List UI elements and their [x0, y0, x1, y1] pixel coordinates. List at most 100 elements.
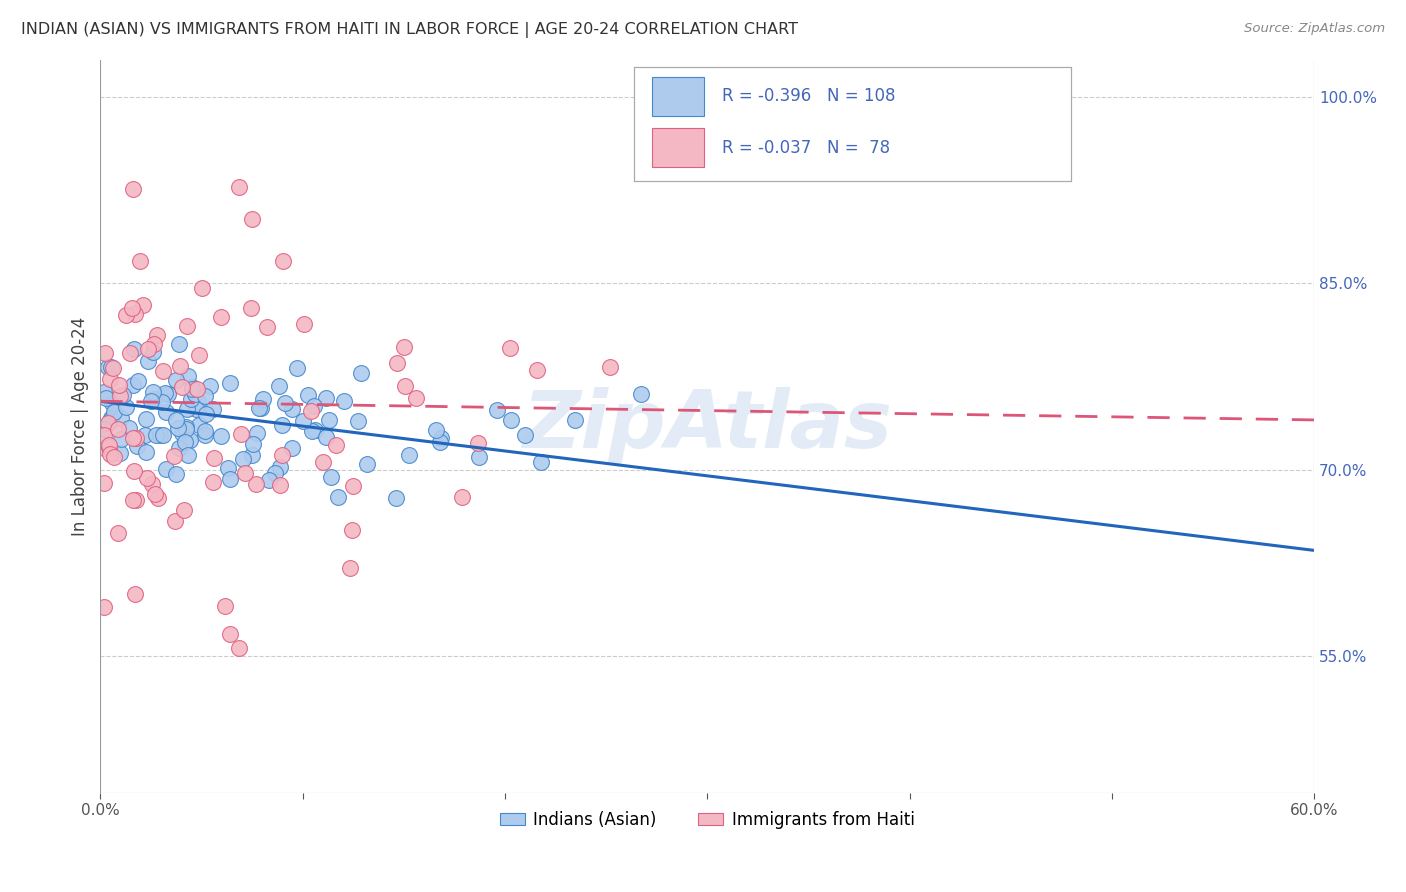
Point — [124, 307, 146, 321]
Point — [252, 392, 274, 406]
Point — [271, 254, 294, 268]
Point — [169, 359, 191, 373]
Point — [425, 423, 447, 437]
Point — [121, 301, 143, 315]
Point — [311, 455, 333, 469]
Point — [429, 431, 451, 445]
Point — [250, 401, 273, 416]
Point — [125, 432, 148, 446]
Point — [101, 361, 124, 376]
Point — [350, 366, 373, 380]
Point — [115, 401, 138, 415]
Point — [194, 389, 217, 403]
Point — [291, 414, 314, 428]
Point — [269, 478, 291, 492]
Point — [179, 433, 201, 447]
Point — [228, 179, 250, 194]
Point — [111, 388, 134, 402]
Point — [177, 368, 200, 383]
Point — [139, 394, 162, 409]
Point — [339, 560, 361, 574]
Point — [173, 435, 195, 450]
Point — [93, 441, 115, 455]
Point — [170, 426, 193, 441]
Point — [127, 374, 149, 388]
Point — [93, 422, 115, 436]
Point — [385, 356, 408, 370]
Point — [280, 401, 302, 416]
Point — [172, 380, 194, 394]
Point — [242, 437, 264, 451]
Point — [100, 396, 122, 410]
Point — [180, 382, 202, 396]
Point — [194, 424, 217, 438]
Point — [429, 435, 451, 450]
Point — [165, 467, 187, 482]
Point — [167, 441, 190, 455]
Point — [97, 440, 120, 454]
Point — [110, 389, 132, 403]
Point — [107, 526, 129, 541]
Legend: Indians (Asian), Immigrants from Haiti: Indians (Asian), Immigrants from Haiti — [494, 805, 921, 836]
Point — [233, 466, 256, 480]
Point — [271, 418, 294, 433]
Point — [501, 413, 523, 427]
Y-axis label: In Labor Force | Age 20-24: In Labor Force | Age 20-24 — [72, 317, 89, 536]
Point — [110, 445, 132, 459]
Point — [245, 476, 267, 491]
Point — [187, 417, 209, 432]
Point — [188, 348, 211, 362]
Point — [219, 376, 242, 390]
Point — [155, 462, 177, 476]
Point — [219, 473, 242, 487]
Point — [301, 425, 323, 439]
Point — [240, 448, 263, 462]
Point — [107, 422, 129, 436]
Point — [163, 450, 186, 464]
Point — [98, 447, 121, 461]
Point — [142, 344, 165, 359]
Point — [450, 490, 472, 504]
Point — [132, 297, 155, 311]
Point — [485, 403, 508, 417]
Point — [135, 411, 157, 425]
Point — [103, 450, 125, 464]
Point — [152, 428, 174, 442]
Point — [93, 346, 115, 360]
Point — [269, 459, 291, 474]
Point — [173, 503, 195, 517]
Point — [141, 476, 163, 491]
Point — [110, 432, 132, 446]
Point — [209, 310, 232, 324]
Point — [186, 383, 208, 397]
Point — [176, 319, 198, 334]
Point — [202, 451, 225, 466]
Point — [342, 479, 364, 493]
Point — [93, 384, 115, 399]
Point — [264, 466, 287, 480]
Point — [194, 428, 217, 442]
Point — [165, 372, 187, 386]
Point — [513, 428, 536, 442]
Text: Source: ZipAtlas.com: Source: ZipAtlas.com — [1244, 22, 1385, 36]
Point — [214, 599, 236, 614]
Point — [191, 281, 214, 295]
Point — [117, 421, 139, 435]
Point — [297, 388, 319, 402]
Point — [315, 430, 337, 444]
Point — [340, 524, 363, 538]
Point — [269, 379, 291, 393]
Point — [96, 391, 118, 405]
Point — [285, 361, 308, 376]
Point — [124, 343, 146, 357]
Point — [143, 337, 166, 351]
Point — [526, 363, 548, 377]
Point — [100, 360, 122, 375]
Point — [304, 423, 326, 437]
Point — [174, 419, 197, 434]
Point — [120, 345, 142, 359]
Point — [274, 396, 297, 410]
Point — [167, 421, 190, 435]
Point — [134, 428, 156, 442]
Point — [240, 301, 263, 315]
